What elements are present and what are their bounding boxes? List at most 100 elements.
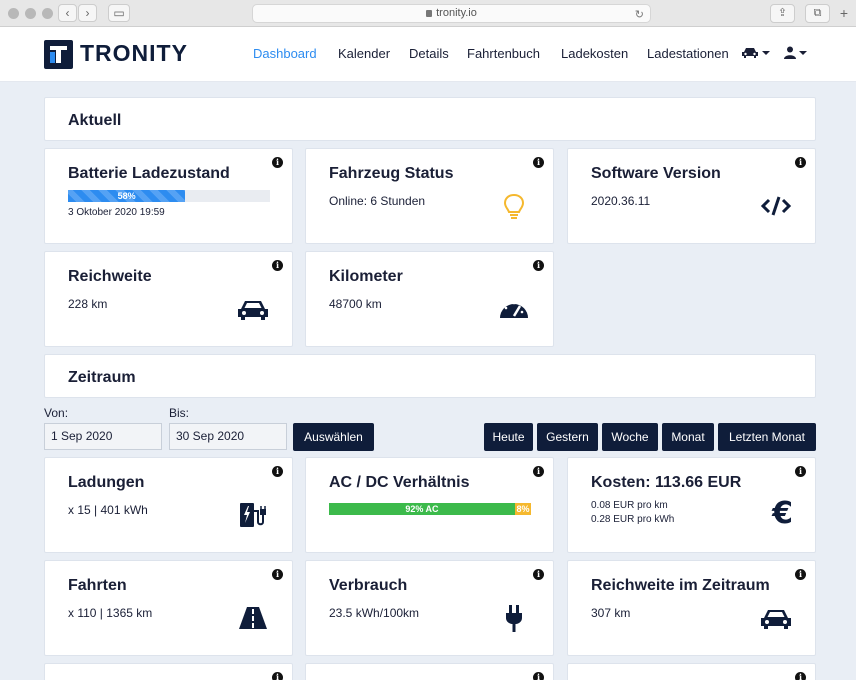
car-icon: [742, 48, 758, 59]
minimize-window-icon[interactable]: [25, 8, 36, 19]
dashboard-page: Aktuell Batterie Ladezustand i 58% 3 Okt…: [0, 82, 856, 680]
window-controls: [8, 8, 53, 19]
speedometer-icon: [500, 301, 528, 318]
battery-progress-bar: 58%: [68, 190, 270, 202]
select-button[interactable]: Auswählen: [293, 423, 374, 451]
vehicle-menu[interactable]: [741, 44, 770, 62]
dc-share-label: 8%: [516, 504, 530, 514]
info-icon[interactable]: i: [272, 569, 283, 580]
info-icon[interactable]: i: [533, 569, 544, 580]
charging-station-icon: [240, 503, 266, 527]
card-title: Reichweite im Zeitraum: [591, 577, 770, 594]
partial-card: i: [44, 663, 293, 680]
week-button[interactable]: Woche: [602, 423, 658, 451]
range-period-card: Reichweite im Zeitraum i 307 km: [567, 560, 816, 656]
today-button[interactable]: Heute: [484, 423, 533, 451]
road-icon: [239, 607, 267, 629]
battery-progress-fill: 58%: [68, 190, 186, 202]
battery-date: 3 Oktober 2020 19:59: [68, 207, 165, 218]
section-title: Aktuell: [68, 112, 122, 129]
from-date-input[interactable]: 1 Sep 2020: [44, 423, 162, 450]
nav-fahrtenbuch[interactable]: Fahrtenbuch: [467, 46, 540, 61]
reload-icon[interactable]: ↻: [634, 9, 644, 21]
logo-text[interactable]: TRONITY: [80, 40, 188, 66]
chevron-down-icon: [762, 51, 770, 55]
browser-toolbar: ‹ › ▭ tronity.io ↻ ⇪ ⧉ +: [0, 0, 856, 27]
from-label: Von:: [44, 406, 69, 420]
url-text: tronity.io: [436, 7, 477, 19]
info-icon[interactable]: i: [272, 672, 283, 680]
zeitraum-section-header: Zeitraum: [44, 354, 816, 398]
nav-ladestationen[interactable]: Ladestationen: [647, 46, 729, 61]
nav-details[interactable]: Details: [409, 46, 449, 61]
info-icon[interactable]: i: [795, 672, 806, 680]
kilometer-card: Kilometer i 48700 km: [305, 251, 554, 347]
charges-value: x 15 | 401 kWh: [68, 503, 148, 517]
ac-dc-ratio-card: AC / DC Verhältnis i 92% AC 8%: [305, 457, 554, 553]
cost-per-km: 0.08 EUR pro km: [591, 500, 668, 511]
share-icon[interactable]: ⇪: [770, 4, 795, 23]
user-icon: [784, 46, 796, 60]
software-version-card: Software Version i 2020.36.11: [567, 148, 816, 244]
ac-dc-ratio-bar: 92% AC 8%: [329, 503, 531, 515]
car-icon: [761, 610, 791, 629]
yesterday-button[interactable]: Gestern: [537, 423, 598, 451]
charges-card: Ladungen i x 15 | 401 kWh: [44, 457, 293, 553]
to-label: Bis:: [169, 406, 190, 420]
info-icon[interactable]: i: [533, 260, 544, 271]
lightbulb-icon: [503, 193, 525, 219]
month-button[interactable]: Monat: [662, 423, 714, 451]
nav-ladekosten[interactable]: Ladekosten: [561, 46, 629, 61]
range-value: 228 km: [68, 297, 108, 311]
info-icon[interactable]: i: [795, 569, 806, 580]
card-title: Software Version: [591, 165, 721, 182]
lock-icon: [426, 10, 433, 17]
car-icon: [238, 301, 268, 320]
info-icon[interactable]: i: [533, 466, 544, 477]
tronity-logo-icon[interactable]: [44, 40, 73, 69]
info-icon[interactable]: i: [533, 157, 544, 168]
info-icon[interactable]: i: [533, 672, 544, 680]
address-bar[interactable]: tronity.io ↻: [252, 4, 651, 23]
info-icon[interactable]: i: [795, 157, 806, 168]
card-title: Ladungen: [68, 474, 145, 491]
partial-card: i: [305, 663, 554, 680]
info-icon[interactable]: i: [272, 157, 283, 168]
new-tab-icon[interactable]: +: [839, 5, 848, 21]
trips-value: x 110 | 1365 km: [68, 606, 153, 620]
status-value: Online: 6 Stunden: [329, 194, 426, 208]
kilometer-value: 48700 km: [329, 297, 382, 311]
costs-card: Kosten: 113.66 EUR i 0.08 EUR pro km 0.2…: [567, 457, 816, 553]
range-card: Reichweite i 228 km: [44, 251, 293, 347]
aktuell-section-header: Aktuell: [44, 97, 816, 141]
partial-card: i: [567, 663, 816, 680]
user-menu[interactable]: [784, 44, 807, 62]
info-icon[interactable]: i: [795, 466, 806, 477]
last-month-button[interactable]: Letzten Monat: [718, 423, 816, 451]
tabs-icon[interactable]: ⧉: [805, 4, 830, 23]
code-icon: [760, 196, 792, 216]
close-window-icon[interactable]: [8, 8, 19, 19]
app-header: TRONITY Dashboard Kalender Details Fahrt…: [0, 27, 856, 82]
sidebar-icon[interactable]: ▭: [108, 4, 130, 22]
card-title: Batterie Ladezustand: [68, 165, 230, 182]
section-title: Zeitraum: [68, 369, 136, 386]
to-date-input[interactable]: 30 Sep 2020: [169, 423, 287, 450]
info-icon[interactable]: i: [272, 260, 283, 271]
cost-per-kwh: 0.28 EUR pro kWh: [591, 514, 675, 525]
info-icon[interactable]: i: [272, 466, 283, 477]
card-title: AC / DC Verhältnis: [329, 474, 470, 491]
software-value: 2020.36.11: [591, 194, 651, 208]
range-period-value: 307 km: [591, 606, 631, 620]
battery-card: Batterie Ladezustand i 58% 3 Oktober 202…: [44, 148, 293, 244]
nav-kalender[interactable]: Kalender: [338, 46, 391, 61]
trips-card: Fahrten i x 110 | 1365 km: [44, 560, 293, 656]
plug-icon: [506, 605, 522, 632]
forward-icon[interactable]: ›: [78, 4, 97, 22]
consumption-card: Verbrauch i 23.5 kWh/100km: [305, 560, 554, 656]
card-title: Kosten: 113.66 EUR: [591, 474, 742, 491]
back-icon[interactable]: ‹: [58, 4, 77, 22]
card-title: Fahrten: [68, 577, 127, 594]
maximize-window-icon[interactable]: [42, 8, 53, 19]
nav-dashboard[interactable]: Dashboard: [253, 46, 317, 61]
